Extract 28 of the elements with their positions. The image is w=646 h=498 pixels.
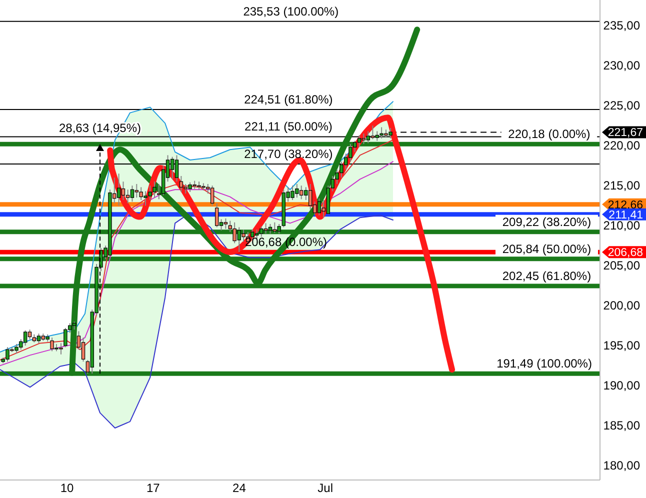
y-tick-label: 210,00 bbox=[603, 218, 640, 233]
ref-line-label: 211,41 bbox=[608, 209, 643, 222]
ref-line-label: 221,67 bbox=[608, 127, 643, 140]
annotation: 191,49 (100.00%) bbox=[496, 356, 592, 371]
annotation: 221,11 (50.00%) bbox=[244, 120, 332, 134]
y-tick-label: 225,00 bbox=[603, 98, 640, 113]
y-tick-label: 215,00 bbox=[603, 178, 640, 193]
annotation: 235,53 (100.00%) bbox=[243, 4, 339, 18]
y-tick-label: 235,00 bbox=[603, 18, 640, 33]
annotation: 220,18 (0.00%) bbox=[508, 127, 590, 142]
y-tick-label: 180,00 bbox=[603, 458, 640, 473]
y-tick-label: 230,00 bbox=[603, 58, 640, 73]
y-tick-label: 195,00 bbox=[603, 338, 640, 353]
y-tick-label: 220,00 bbox=[603, 138, 640, 153]
annotation: 209,22 (38.20%) bbox=[502, 214, 592, 229]
x-tick-label: 17 bbox=[146, 481, 160, 495]
x-tick-label: Jul bbox=[318, 481, 334, 495]
y-tick-label: 190,00 bbox=[603, 378, 640, 393]
y-tick-label: 185,00 bbox=[603, 418, 640, 433]
annotation: 224,51 (61.80%) bbox=[244, 92, 333, 107]
y-tick-label: 200,00 bbox=[603, 298, 640, 313]
annotation: 202,45 (61.80%) bbox=[502, 269, 592, 283]
x-tick-label: 10 bbox=[60, 481, 74, 495]
ref-line-label: 212,66 bbox=[608, 199, 643, 212]
ref-line-label: 206,68 bbox=[608, 247, 643, 260]
annotation: 205,84 (50.00%) bbox=[502, 242, 592, 256]
x-tick-label: 24 bbox=[232, 481, 246, 495]
y-tick-label: 205,00 bbox=[603, 258, 640, 273]
